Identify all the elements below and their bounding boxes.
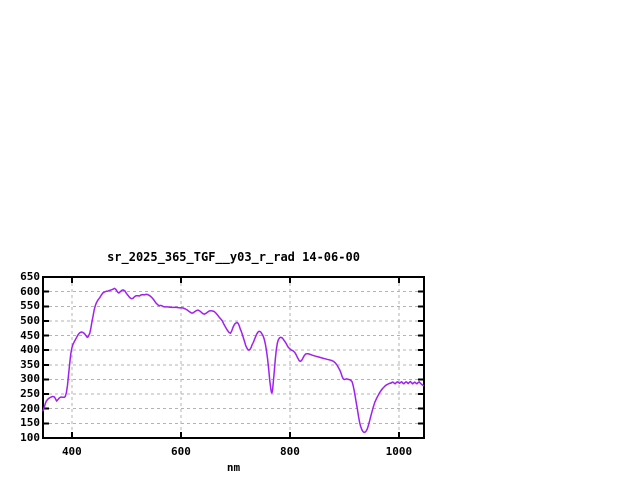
y-tick-label: 650 xyxy=(20,270,40,283)
y-tick-label: 100 xyxy=(20,431,40,444)
y-tick-label: 200 xyxy=(20,401,40,415)
x-tick-label: 600 xyxy=(170,445,191,458)
y-tick-label: 450 xyxy=(20,328,40,342)
x-axis-label: nm xyxy=(226,461,241,474)
x-tick-label: 1000 xyxy=(385,445,413,458)
chart-title: sr_2025_365_TGF__y03_r_rad 14-06-00 xyxy=(107,250,360,264)
x-tick-label: 400 xyxy=(61,445,82,458)
y-tick-label: 250 xyxy=(20,387,40,401)
radiance-curve xyxy=(42,287,425,434)
y-tick-label: 500 xyxy=(20,313,40,327)
y-tick-label: 150 xyxy=(20,416,40,430)
y-tick-label: 350 xyxy=(20,357,40,371)
plot-border xyxy=(42,276,425,439)
y-tick-label: 600 xyxy=(20,284,40,298)
x-tick-label: 800 xyxy=(279,445,300,458)
y-tick-label: 400 xyxy=(20,343,40,357)
y-tick-label: 300 xyxy=(20,372,40,386)
y-tick-label: 550 xyxy=(20,299,40,313)
